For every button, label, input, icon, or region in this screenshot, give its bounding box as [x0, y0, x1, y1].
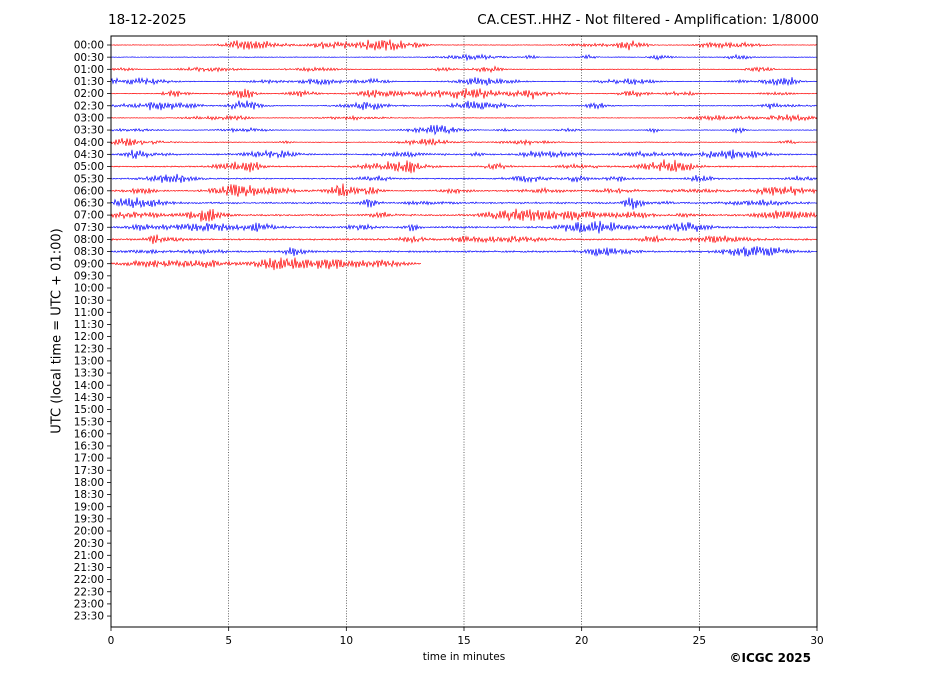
y-tick-label: 20:30 — [74, 538, 104, 550]
y-tick-label: 09:00 — [74, 258, 104, 270]
y-tick-label: 13:00 — [74, 356, 104, 368]
y-tick-label: 10:30 — [74, 295, 104, 307]
y-tick-label: 21:00 — [74, 550, 104, 562]
y-tick-label: 22:30 — [74, 586, 104, 598]
y-tick-label: 16:30 — [74, 441, 104, 453]
y-tick-label: 00:30 — [74, 52, 104, 64]
y-tick-label: 09:30 — [74, 270, 104, 282]
seismic-trace — [110, 197, 818, 210]
seismic-trace — [110, 113, 818, 123]
y-tick-label: 14:30 — [74, 392, 104, 404]
y-tick-label: 15:00 — [74, 404, 104, 416]
date-label: 18-12-2025 — [108, 12, 187, 28]
x-axis-label: time in minutes — [422, 651, 506, 663]
y-tick-label: 20:00 — [74, 526, 104, 538]
y-tick-label: 06:00 — [74, 185, 104, 197]
x-tick-label: 5 — [225, 635, 232, 647]
y-tick-label: 07:00 — [74, 210, 104, 222]
y-tick-label: 18:00 — [74, 477, 104, 489]
x-tick-label: 30 — [810, 635, 823, 647]
y-tick-label: 01:00 — [74, 64, 104, 76]
seismic-trace — [110, 138, 818, 147]
y-tick-label: 11:30 — [74, 319, 104, 331]
y-tick-label: 00:00 — [74, 40, 104, 52]
seismic-trace — [110, 39, 818, 51]
y-tick-label: 04:30 — [74, 149, 104, 161]
seismic-trace — [110, 149, 818, 160]
y-tick-label: 03:00 — [74, 113, 104, 125]
y-tick-label: 17:00 — [74, 453, 104, 465]
y-tick-label: 17:30 — [74, 465, 104, 477]
y-tick-label: 03:30 — [74, 125, 104, 137]
seismic-trace — [110, 65, 818, 74]
seismic-trace — [110, 53, 818, 62]
x-tick-label: 0 — [108, 635, 115, 647]
y-tick-label: 05:30 — [74, 173, 104, 185]
copyright-label: ©ICGC 2025 — [729, 651, 811, 665]
seismic-trace — [110, 124, 818, 136]
y-tick-label: 02:00 — [74, 88, 104, 100]
y-tick-label: 16:00 — [74, 428, 104, 440]
y-tick-label: 10:00 — [74, 283, 104, 295]
seismic-trace — [110, 173, 818, 184]
seismic-trace — [110, 220, 818, 234]
y-tick-label: 07:30 — [74, 222, 104, 234]
seismic-trace — [110, 234, 818, 245]
y-tick-label: 05:00 — [74, 161, 104, 173]
y-tick-label: 13:30 — [74, 368, 104, 380]
y-tick-label: 06:30 — [74, 198, 104, 210]
y-tick-label: 12:00 — [74, 331, 104, 343]
x-tick-label: 10 — [340, 635, 353, 647]
y-tick-label: 18:30 — [74, 489, 104, 501]
seismic-trace — [110, 183, 818, 197]
y-tick-label: 15:30 — [74, 416, 104, 428]
y-tick-label: 23:00 — [74, 599, 104, 611]
y-tick-label: 12:30 — [74, 343, 104, 355]
y-tick-label: 11:00 — [74, 307, 104, 319]
y-tick-label: 08:00 — [74, 234, 104, 246]
seismic-trace — [110, 159, 818, 174]
seismic-trace — [110, 208, 818, 222]
x-tick-label: 20 — [575, 635, 588, 647]
y-tick-label: 14:00 — [74, 380, 104, 392]
seismic-trace — [110, 246, 818, 257]
y-tick-label: 21:30 — [74, 562, 104, 574]
y-tick-label: 02:30 — [74, 100, 104, 112]
x-tick-label: 15 — [457, 635, 470, 647]
y-tick-label: 22:00 — [74, 574, 104, 586]
y-tick-label: 04:00 — [74, 137, 104, 149]
seismic-trace — [110, 77, 818, 87]
y-tick-label: 01:30 — [74, 76, 104, 88]
seismic-trace — [110, 257, 422, 271]
y-axis-label: UTC (local time = UTC + 01:00) — [49, 228, 65, 434]
y-tick-label: 19:30 — [74, 513, 104, 525]
chart-title: CA.CEST..HHZ - Not filtered - Amplificat… — [477, 12, 819, 28]
seismic-trace — [110, 100, 818, 111]
y-tick-label: 19:00 — [74, 501, 104, 513]
seismic-trace — [110, 88, 818, 100]
y-tick-label: 08:30 — [74, 246, 104, 258]
y-tick-label: 23:30 — [74, 611, 104, 623]
x-tick-label: 25 — [693, 635, 706, 647]
